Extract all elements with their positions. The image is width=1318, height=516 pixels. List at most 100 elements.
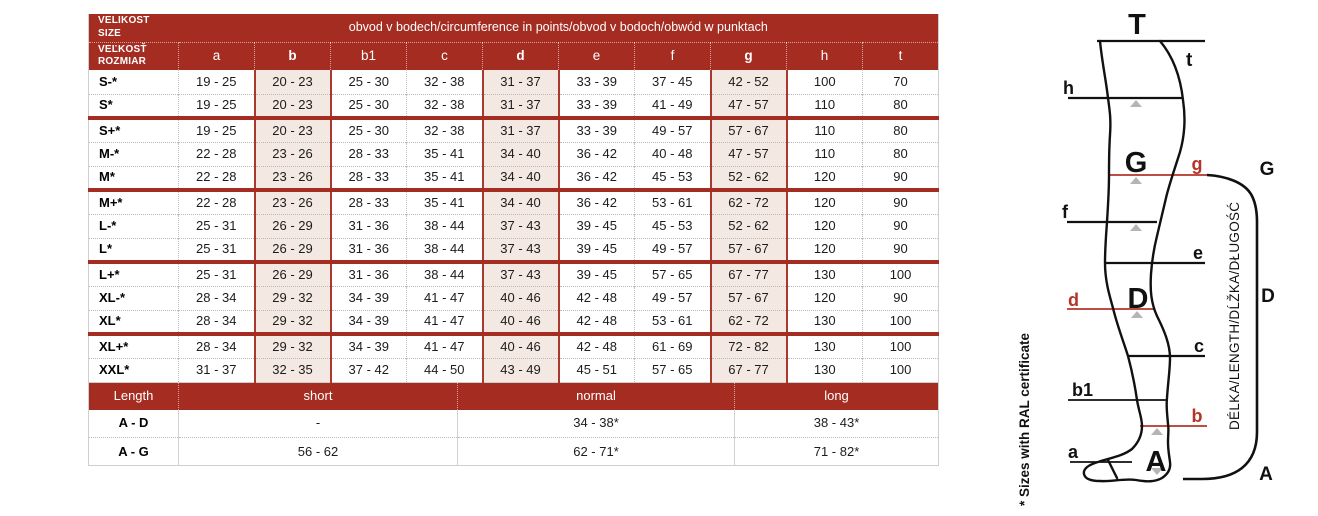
cell-b1: 34 - 39 bbox=[330, 309, 407, 334]
cell-f: 49 - 57 bbox=[634, 237, 711, 262]
cell-t: 100 bbox=[861, 260, 939, 286]
length-table-header-row: Length short normal long bbox=[88, 382, 939, 410]
cell-e: 33 - 39 bbox=[558, 93, 635, 118]
cell-e: 36 - 42 bbox=[558, 165, 635, 190]
cell-f: 45 - 53 bbox=[634, 213, 711, 238]
toe-seam bbox=[1106, 458, 1119, 480]
size-row-M*: M* 22 - 28 23 - 26 28 - 33 35 - 41 34 - 40 36 … bbox=[88, 165, 939, 190]
cell-d: 31 - 37 bbox=[481, 70, 560, 94]
cell-c: 32 - 38 bbox=[406, 70, 483, 94]
size-row-XL*: XL* 28 - 34 29 - 32 34 - 39 41 - 47 40 - 46 42… bbox=[88, 309, 939, 334]
size-row-label: S* bbox=[88, 93, 179, 118]
cell-a: 31 - 37 bbox=[178, 357, 255, 382]
size-row-M-*: M-* 22 - 28 23 - 26 28 - 33 35 - 41 34 - 40 36… bbox=[88, 141, 939, 166]
cell-c: 41 - 47 bbox=[406, 309, 483, 334]
cell-t: 90 bbox=[861, 213, 939, 238]
cell-c: 32 - 38 bbox=[406, 93, 483, 118]
cell-c: 44 - 50 bbox=[406, 357, 483, 382]
cell-a: 28 - 34 bbox=[178, 309, 255, 334]
cell-g: 67 - 77 bbox=[709, 357, 788, 382]
cell-b: 26 - 29 bbox=[253, 213, 332, 238]
size-row-L+*: L+* 25 - 31 26 - 29 31 - 36 38 - 44 37 - 43 39… bbox=[88, 260, 939, 286]
cell-h: 110 bbox=[786, 141, 863, 166]
length-row-label: A - G bbox=[88, 437, 179, 466]
label-d: d bbox=[1068, 290, 1079, 310]
cell-b: 23 - 26 bbox=[253, 165, 332, 190]
cell-c: 38 - 44 bbox=[406, 237, 483, 262]
size-row-label: M+* bbox=[88, 188, 179, 214]
cell-f: 49 - 57 bbox=[634, 116, 711, 142]
cell-g: 52 - 62 bbox=[709, 213, 788, 238]
size-row-label: S-* bbox=[88, 70, 179, 94]
size-header-line4: ROZMIAR bbox=[98, 56, 147, 68]
cell-c: 35 - 41 bbox=[406, 188, 483, 214]
length-table: Length short normal long A - D -34 - 38* 38 -… bbox=[88, 382, 939, 466]
cell-t: 80 bbox=[861, 93, 939, 118]
cell-t: 90 bbox=[861, 165, 939, 190]
cell-e: 42 - 48 bbox=[558, 309, 635, 334]
cell-c: 32 - 38 bbox=[406, 116, 483, 142]
cell-f: 57 - 65 bbox=[634, 260, 711, 286]
cell-b1: 31 - 36 bbox=[330, 213, 407, 238]
cell-c: 38 - 44 bbox=[406, 213, 483, 238]
column-header-b1: b1 bbox=[330, 42, 407, 70]
column-header-c: c bbox=[406, 42, 483, 70]
length-row-A-D: A - D -34 - 38* 38 - 43* bbox=[89, 409, 939, 438]
ral-certificate-footnote: * Sizes with RAL certificate bbox=[1017, 332, 1032, 506]
cell-t: 100 bbox=[861, 357, 939, 382]
label-g: g bbox=[1192, 154, 1203, 174]
cell-b: 20 - 23 bbox=[253, 70, 332, 94]
column-header-a: a bbox=[178, 42, 255, 70]
cell-f: 37 - 45 bbox=[634, 70, 711, 94]
size-row-M+*: M+* 22 - 28 23 - 26 28 - 33 35 - 41 34 - 40 36… bbox=[88, 188, 939, 214]
label-D-bracket: D bbox=[1261, 286, 1275, 307]
cell-f: 49 - 57 bbox=[634, 285, 711, 310]
size-row-label: L-* bbox=[88, 213, 179, 238]
length-cell: - bbox=[178, 409, 458, 438]
length-header-long: long bbox=[734, 382, 939, 410]
length-cell: 38 - 43* bbox=[734, 409, 939, 438]
cell-b1: 28 - 33 bbox=[330, 141, 407, 166]
cell-a: 28 - 34 bbox=[178, 285, 255, 310]
length-header-normal: normal bbox=[457, 382, 735, 410]
label-f: f bbox=[1062, 202, 1069, 222]
cell-a: 19 - 25 bbox=[178, 116, 255, 142]
size-row-S+*: S+* 19 - 25 20 - 23 25 - 30 32 - 38 31 - 37 33… bbox=[88, 116, 939, 142]
cell-b1: 34 - 39 bbox=[330, 285, 407, 310]
length-caption: DÉLKA/LENGTH/DĹŽKA/DŁUGOŚĆ bbox=[1227, 202, 1242, 430]
length-cell: 34 - 38* bbox=[457, 409, 735, 438]
cell-d: 43 - 49 bbox=[481, 357, 560, 382]
cell-b: 32 - 35 bbox=[253, 357, 332, 382]
size-row-label: S+* bbox=[88, 116, 179, 142]
size-header-line3: VEĽKOSŤ bbox=[98, 43, 147, 55]
leg-outline bbox=[1082, 39, 1186, 483]
cell-e: 36 - 42 bbox=[558, 141, 635, 166]
size-row-S-*: S-* 19 - 25 20 - 23 25 - 30 32 - 38 31 - 37 33… bbox=[88, 70, 939, 94]
cell-d: 37 - 43 bbox=[481, 213, 560, 238]
size-row-label: XL-* bbox=[88, 285, 179, 310]
cell-b: 29 - 32 bbox=[253, 309, 332, 334]
cell-d: 40 - 46 bbox=[481, 285, 560, 310]
size-row-label: XL* bbox=[88, 309, 179, 334]
cell-e: 39 - 45 bbox=[558, 237, 635, 262]
size-row-L-*: L-* 25 - 31 26 - 29 31 - 36 38 - 44 37 - 43 39… bbox=[88, 213, 939, 238]
size-row-label: L+* bbox=[88, 260, 179, 286]
cell-g: 62 - 72 bbox=[709, 309, 788, 334]
cell-f: 40 - 48 bbox=[634, 141, 711, 166]
size-table-title-row: VELIKOST SIZE obvod v bodech/circumferen… bbox=[88, 14, 939, 43]
length-header-short: short bbox=[178, 382, 458, 410]
cell-h: 130 bbox=[786, 332, 863, 358]
length-row-A-G: A - G 56 - 62 62 - 71* 71 - 82* bbox=[88, 437, 939, 466]
cell-d: 40 - 46 bbox=[481, 309, 560, 334]
cell-t: 70 bbox=[861, 70, 939, 94]
cell-g: 52 - 62 bbox=[709, 165, 788, 190]
column-header-b: b bbox=[254, 42, 331, 70]
column-header-f: f bbox=[634, 42, 711, 70]
size-row-label: XL+* bbox=[88, 332, 179, 358]
cell-b1: 34 - 39 bbox=[330, 332, 407, 358]
cell-t: 100 bbox=[861, 309, 939, 334]
size-row-label: M* bbox=[88, 165, 179, 190]
length-cell: 56 - 62 bbox=[178, 437, 458, 466]
cell-e: 42 - 48 bbox=[558, 285, 635, 310]
cell-h: 110 bbox=[786, 93, 863, 118]
